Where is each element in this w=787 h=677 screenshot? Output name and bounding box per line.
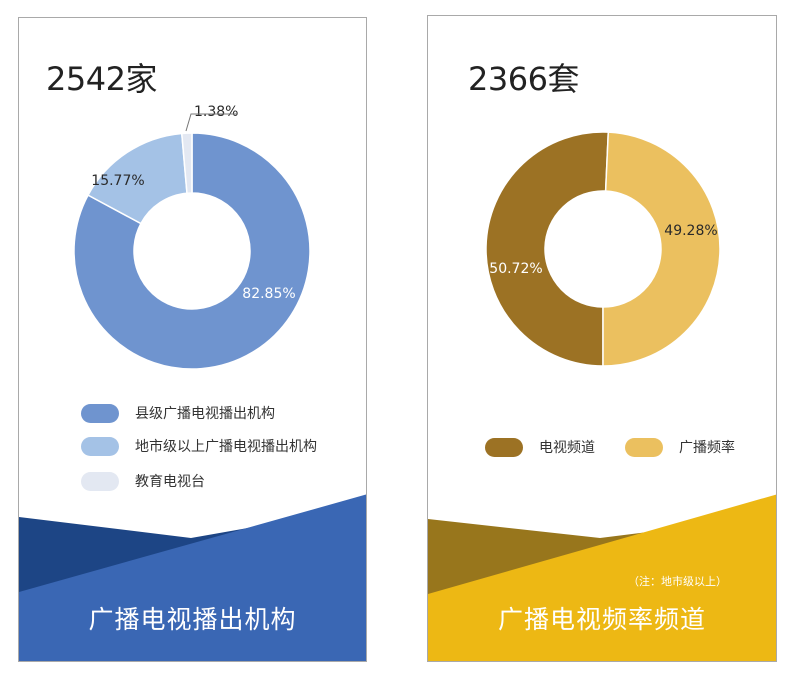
legend-label-tv-channels: 电视频道 [539,440,595,456]
legend-label-prefecture: 地市级以上广播电视播出机构 [135,439,317,455]
tv-channels-value-label: 50.72% [489,261,542,277]
legend-item-county: 县级广播电视播出机构 [81,403,275,423]
legend-item-radio-frequencies: 广播频率 [625,437,735,457]
channel-donut-chart: 50.72% 49.28% [485,131,721,367]
education-value-label: 1.38% [194,104,238,120]
education-value-label-leader-line [185,113,237,132]
legend-swatch-county [81,403,119,423]
legend-label-education: 教育电视台 [135,474,205,490]
legend-swatch-prefecture [81,436,119,456]
tv-channels-slice [485,131,610,367]
channel-total: 2366套 [468,60,579,98]
footer-band-main [428,494,776,661]
legend-item-tv-channels: 电视频道 [485,437,595,457]
institution-donut-chart: 82.85% 15.77% 1.38% [73,104,311,370]
institution-total: 2542家 [46,60,157,98]
county-value-label: 82.85% [242,286,295,302]
legend-label-radio-frequencies: 广播频率 [679,440,735,456]
footnote: （注：地市级以上） [628,575,727,588]
radio-frequencies-slice [602,131,721,367]
broadcast-institutions-card: 2542家 82.85% 15.77% 1.38% 县级广播电视播出机构 地市级以上… [18,17,367,662]
footer-band-main [19,494,366,661]
legend-swatch-education [81,471,119,491]
legend-item-prefecture: 地市级以上广播电视播出机构 [81,436,317,456]
channel-footer-title: 广播电视频率频道 [497,605,706,634]
channels-card: 2366套 50.72% 49.28% 电视频道 广播频率 （注：地市级以上） 广… [427,15,777,662]
footer-band-decoration [19,494,366,661]
legend-swatch-tv-channels [485,437,523,457]
radio-frequencies-value-label: 49.28% [664,223,717,239]
legend-item-education: 教育电视台 [81,471,205,491]
institution-footer-title: 广播电视播出机构 [88,605,297,634]
prefecture-value-label: 15.77% [91,173,144,189]
legend-swatch-radio-frequencies [625,437,663,457]
footer-band-decoration [428,494,776,661]
county-slice [73,132,311,370]
legend-label-county: 县级广播电视播出机构 [135,406,275,422]
education-slice [180,132,193,195]
